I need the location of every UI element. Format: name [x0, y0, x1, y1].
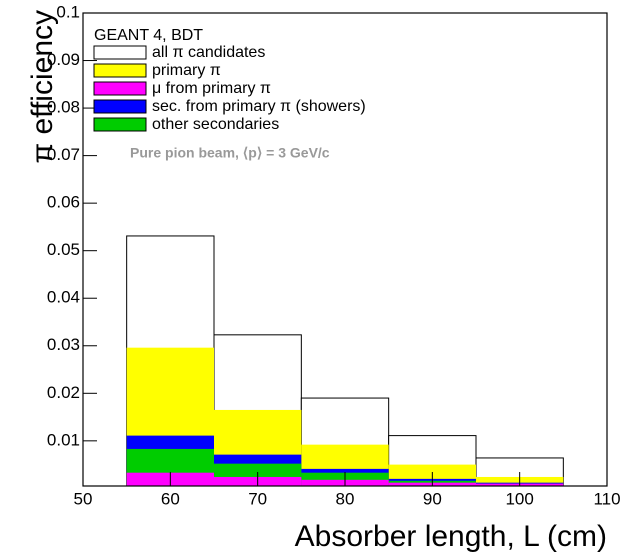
- y-tick-label: 0.1: [56, 2, 80, 21]
- y-tick-label: 0.04: [47, 288, 80, 307]
- plot-area: [126, 235, 564, 487]
- legend-label: other secondaries: [152, 116, 279, 133]
- x-tick-label: 100: [505, 489, 533, 508]
- legend-swatch: [93, 99, 147, 114]
- legend-swatch: [93, 117, 147, 132]
- legend-swatch: [93, 81, 147, 96]
- y-tick-label: 0.08: [47, 98, 80, 117]
- y-axis-label: π efficiency: [26, 10, 59, 164]
- x-tick-label: 110: [593, 489, 620, 508]
- x-tick-label: 90: [423, 489, 442, 508]
- y-tick-label: 0.09: [47, 50, 80, 69]
- x-tick-label: 80: [336, 489, 355, 508]
- legend-swatch: [93, 45, 147, 60]
- y-tick-label: 0.02: [47, 383, 80, 402]
- legend-label: sec. from primary π (showers): [152, 98, 366, 115]
- x-tick-label: 60: [161, 489, 180, 508]
- legend-header: GEANT 4, BDT: [94, 27, 203, 44]
- legend-label: μ from primary π: [152, 80, 271, 97]
- x-tick-label: 70: [248, 489, 267, 508]
- legend-label: all π candidates: [152, 44, 265, 61]
- legend-swatch: [93, 63, 147, 78]
- x-tick-label: 50: [74, 489, 93, 508]
- y-tick-label: 0.06: [47, 193, 80, 212]
- annotation: Pure pion beam, ⟨p⟩ = 3 GeV/c: [130, 145, 330, 161]
- y-tick-label: 0.07: [47, 145, 80, 164]
- x-axis-label: Absorber length, L (cm): [295, 520, 607, 553]
- legend-label: primary π: [152, 62, 221, 79]
- y-tick-label: 0.03: [47, 335, 80, 354]
- y-tick-label: 0.01: [47, 430, 80, 449]
- y-tick-label: 0.05: [47, 240, 80, 259]
